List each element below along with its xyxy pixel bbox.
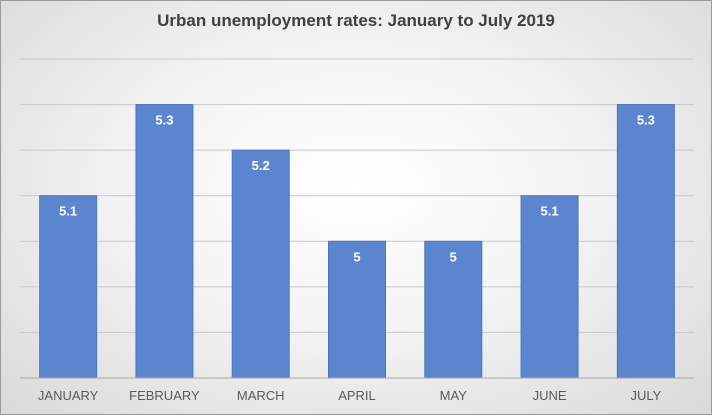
chart-title: Urban unemployment rates: January to Jul… xyxy=(157,11,555,30)
bar-march xyxy=(231,149,290,379)
bar-july xyxy=(616,104,675,379)
data-label-june: 5.1 xyxy=(541,204,559,219)
bar-may xyxy=(424,240,483,379)
x-tick-label-july: JULY xyxy=(630,388,661,403)
x-tick-label-january: JANUARY xyxy=(38,388,99,403)
x-tick-label-april: APRIL xyxy=(338,388,376,403)
x-tick-label-february: FEBRUARY xyxy=(129,388,200,403)
data-label-january: 5.1 xyxy=(59,204,77,219)
data-label-february: 5.3 xyxy=(155,113,173,128)
bar-june xyxy=(520,195,579,379)
bar-february xyxy=(135,104,194,379)
x-tick-label-may: MAY xyxy=(440,388,468,403)
bar-january xyxy=(39,195,98,379)
x-tick-label-june: JUNE xyxy=(533,388,567,403)
data-label-july: 5.3 xyxy=(637,113,655,128)
data-label-april: 5 xyxy=(353,249,360,264)
data-label-march: 5.2 xyxy=(252,158,270,173)
data-label-may: 5 xyxy=(450,249,457,264)
x-tick-label-march: MARCH xyxy=(237,388,285,403)
